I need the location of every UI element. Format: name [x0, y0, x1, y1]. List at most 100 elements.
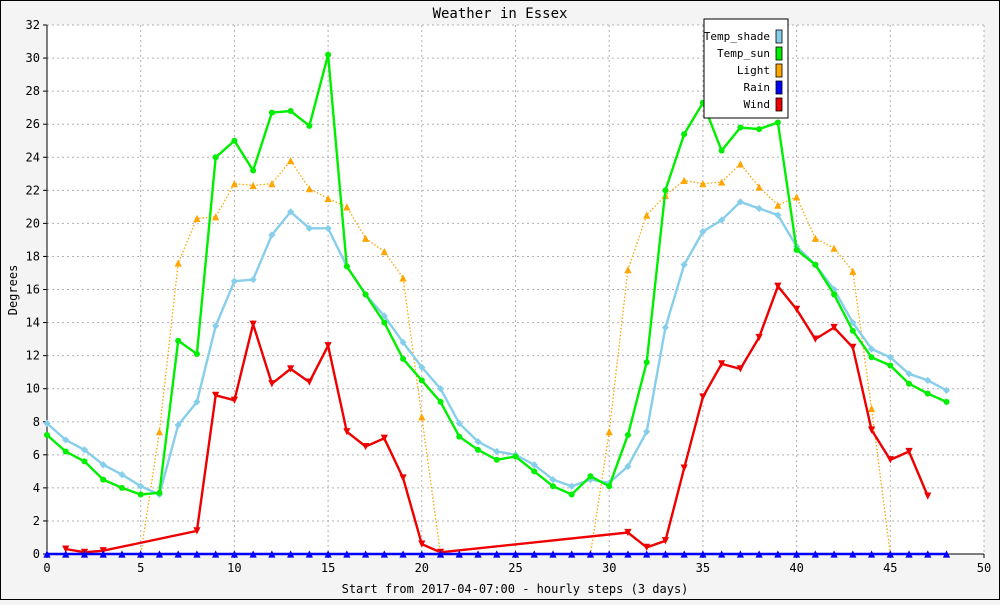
data-point-temp-shade	[455, 419, 463, 428]
data-point-temp-shade	[867, 345, 876, 353]
data-point-temp-sun	[81, 458, 88, 465]
data-point-wind	[830, 323, 838, 332]
data-point-temp-sun	[456, 433, 463, 440]
data-point-rain	[755, 550, 763, 558]
data-point-temp-shade	[305, 224, 313, 232]
data-point-rain	[605, 550, 613, 558]
data-point-light	[287, 156, 295, 165]
data-point-light	[380, 247, 388, 256]
legend: Temp_shade Temp_sun Light Rain Wind	[703, 18, 789, 119]
data-point-rain	[174, 550, 182, 558]
data-point-wind	[212, 391, 220, 399]
data-point-rain	[268, 550, 276, 558]
x-tick-label: 10	[227, 561, 241, 575]
data-point-wind	[886, 456, 894, 464]
data-point-wind	[774, 282, 782, 290]
data-point-temp-sun	[943, 398, 950, 405]
data-point-temp-shade	[905, 370, 913, 378]
data-point-temp-shade	[137, 482, 145, 490]
chart-title: Weather in Essex	[433, 6, 568, 22]
y-tick-label: 26	[26, 117, 40, 131]
data-point-wind	[643, 543, 651, 551]
data-point-light	[680, 176, 688, 184]
data-point-wind	[699, 393, 707, 401]
data-point-rain	[287, 550, 295, 558]
data-point-temp-sun	[118, 484, 125, 491]
data-point-light	[230, 180, 238, 188]
data-point-light	[624, 266, 632, 274]
data-point-light	[324, 194, 332, 203]
data-point-rain	[549, 550, 557, 558]
data-point-light	[399, 274, 407, 282]
data-point-rain	[99, 550, 107, 558]
data-point-temp-shade	[661, 323, 670, 332]
data-point-temp-shade	[474, 437, 482, 446]
data-point-temp-sun	[100, 476, 107, 483]
data-point-temp-sun	[437, 398, 444, 405]
data-point-temp-sun	[887, 362, 894, 369]
data-point-temp-sun	[156, 489, 163, 496]
data-point-temp-sun	[924, 390, 931, 397]
legend-label-temp-sun: Temp_sun	[717, 47, 770, 60]
legend-swatch-temp-sun	[775, 46, 783, 61]
data-point-temp-shade	[549, 476, 557, 484]
data-point-temp-sun	[381, 319, 388, 326]
data-point-rain	[924, 550, 932, 558]
data-point-temp-sun	[400, 355, 407, 362]
data-point-temp-shade	[212, 322, 220, 330]
data-point-temp-sun	[306, 122, 313, 129]
data-point-temp-sun	[193, 350, 200, 357]
data-point-temp-shade	[774, 211, 782, 219]
data-point-rain	[418, 550, 426, 558]
data-point-temp-sun	[343, 263, 350, 270]
data-point-wind	[736, 365, 744, 373]
y-tick-label: 8	[33, 415, 40, 429]
data-point-rain	[399, 550, 407, 558]
series-group	[43, 51, 951, 558]
data-point-light	[849, 267, 857, 275]
data-point-temp-sun	[606, 483, 613, 490]
data-point-wind	[324, 342, 332, 350]
data-point-temp-shade	[230, 277, 238, 285]
data-point-light	[736, 160, 744, 168]
y-tick-label: 10	[26, 382, 40, 396]
data-point-temp-shade	[80, 446, 89, 454]
data-point-rain	[43, 550, 51, 558]
legend-swatch-rain	[775, 80, 783, 95]
data-point-rain	[474, 550, 482, 558]
data-point-light	[774, 201, 782, 209]
x-tick-label: 15	[321, 561, 335, 575]
data-point-temp-shade	[268, 231, 276, 239]
data-point-rain	[530, 550, 538, 558]
y-tick-label: 20	[26, 216, 40, 230]
data-point-rain	[137, 550, 145, 558]
data-point-rain	[942, 550, 951, 558]
legend-label-wind: Wind	[744, 98, 771, 111]
legend-swatch-wind	[775, 97, 783, 112]
y-tick-label: 28	[26, 84, 40, 98]
data-point-temp-shade	[624, 462, 632, 470]
data-point-temp-sun	[793, 246, 800, 253]
data-point-temp-sun	[250, 167, 257, 174]
legend-label-temp-shade: Temp_shade	[704, 30, 770, 43]
data-point-rain	[680, 550, 688, 558]
data-point-wind	[811, 335, 819, 343]
x-tick-label: 5	[137, 561, 144, 575]
data-point-temp-shade	[699, 228, 707, 236]
y-tick-label: 16	[26, 283, 40, 297]
data-point-temp-sun	[624, 431, 631, 438]
data-point-wind	[624, 528, 632, 537]
x-tick-label: 25	[508, 561, 522, 575]
data-point-temp-shade	[324, 224, 332, 232]
x-tick-label: 30	[602, 561, 616, 575]
x-tick-label: 40	[789, 561, 803, 575]
data-point-rain	[774, 550, 782, 558]
data-point-rain	[62, 550, 70, 558]
data-point-temp-shade	[942, 386, 951, 394]
data-point-rain	[380, 550, 388, 558]
data-point-temp-sun	[362, 291, 369, 298]
data-point-wind	[193, 527, 201, 535]
data-point-temp-sun	[62, 448, 69, 455]
data-point-rain	[718, 550, 726, 558]
